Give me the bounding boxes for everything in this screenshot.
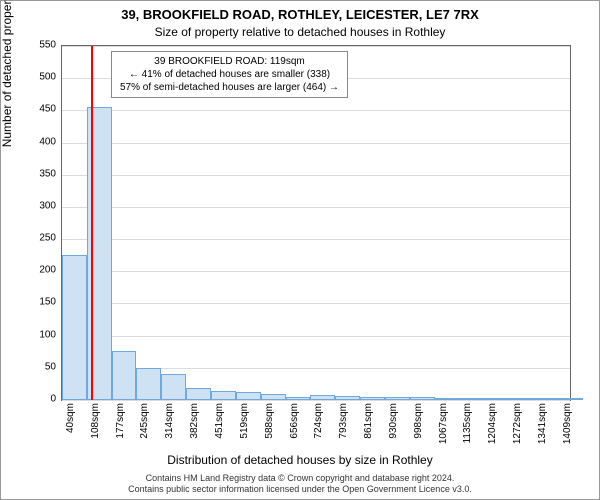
xtick: 1135sqm <box>462 403 473 443</box>
xtick: 793sqm <box>338 403 349 439</box>
annotation-line: ← 41% of detached houses are smaller (33… <box>120 68 339 81</box>
bar <box>360 397 385 400</box>
bar <box>161 374 186 400</box>
xtick: 1204sqm <box>487 403 498 444</box>
gridline <box>62 400 570 401</box>
bar <box>136 368 161 400</box>
ytick: 500 <box>39 72 56 83</box>
xtick: 656sqm <box>289 403 300 439</box>
annotation-line: 57% of semi-detached houses are larger (… <box>120 81 339 94</box>
bar <box>385 397 410 400</box>
annotation-box: 39 BROOKFIELD ROAD: 119sqm ← 41% of deta… <box>111 51 348 98</box>
bar <box>484 398 509 400</box>
xtick: 1341sqm <box>537 403 548 444</box>
xtick: 177sqm <box>115 403 126 439</box>
bar <box>509 398 534 400</box>
bar <box>236 392 261 400</box>
xtick: 40sqm <box>65 403 76 433</box>
bar <box>559 398 584 400</box>
ytick: 150 <box>39 297 56 308</box>
ytick: 50 <box>45 361 56 372</box>
y-axis-label: Number of detached properties <box>0 0 14 147</box>
ytick: 300 <box>39 200 56 211</box>
xtick: 861sqm <box>363 403 374 439</box>
xtick: 930sqm <box>388 403 399 439</box>
bar <box>459 398 484 400</box>
ytick: 350 <box>39 168 56 179</box>
bar <box>211 391 236 400</box>
figure-container: 39, BROOKFIELD ROAD, ROTHLEY, LEICESTER,… <box>0 0 600 500</box>
ytick: 100 <box>39 329 56 340</box>
ytick: 450 <box>39 104 56 115</box>
bar <box>62 255 87 400</box>
x-axis-label: Distribution of detached houses by size … <box>1 453 599 467</box>
xtick: 998sqm <box>413 403 424 439</box>
plot-area <box>61 45 571 401</box>
footer-line: Contains HM Land Registry data © Crown c… <box>1 473 599 484</box>
bar <box>261 394 286 400</box>
bar <box>310 395 335 400</box>
xtick: 1272sqm <box>512 403 523 444</box>
xtick: 724sqm <box>313 403 324 439</box>
ytick: 0 <box>50 394 56 405</box>
chart-subtitle: Size of property relative to detached ho… <box>1 25 599 39</box>
xtick: 1409sqm <box>562 403 573 444</box>
xtick: 314sqm <box>164 403 175 439</box>
xtick: 1067sqm <box>438 403 449 444</box>
ytick: 250 <box>39 233 56 244</box>
ytick: 200 <box>39 265 56 276</box>
bar <box>410 397 435 400</box>
marker-line <box>91 46 93 400</box>
chart-title: 39, BROOKFIELD ROAD, ROTHLEY, LEICESTER,… <box>1 7 599 22</box>
bar <box>186 388 211 400</box>
bars-layer <box>62 46 570 400</box>
ytick: 550 <box>39 40 56 51</box>
footer: Contains HM Land Registry data © Crown c… <box>1 473 599 495</box>
bar <box>112 351 137 400</box>
footer-line: Contains public sector information licen… <box>1 484 599 495</box>
bar <box>286 397 311 400</box>
xtick: 108sqm <box>90 403 101 439</box>
bar <box>534 398 559 400</box>
xtick: 519sqm <box>239 403 250 439</box>
bar <box>335 396 360 401</box>
xtick: 451sqm <box>214 403 225 439</box>
annotation-line: 39 BROOKFIELD ROAD: 119sqm <box>120 55 339 68</box>
xtick: 245sqm <box>139 403 150 439</box>
xtick: 588sqm <box>264 403 275 439</box>
ytick: 400 <box>39 136 56 147</box>
bar <box>435 398 460 400</box>
xtick: 382sqm <box>189 403 200 439</box>
